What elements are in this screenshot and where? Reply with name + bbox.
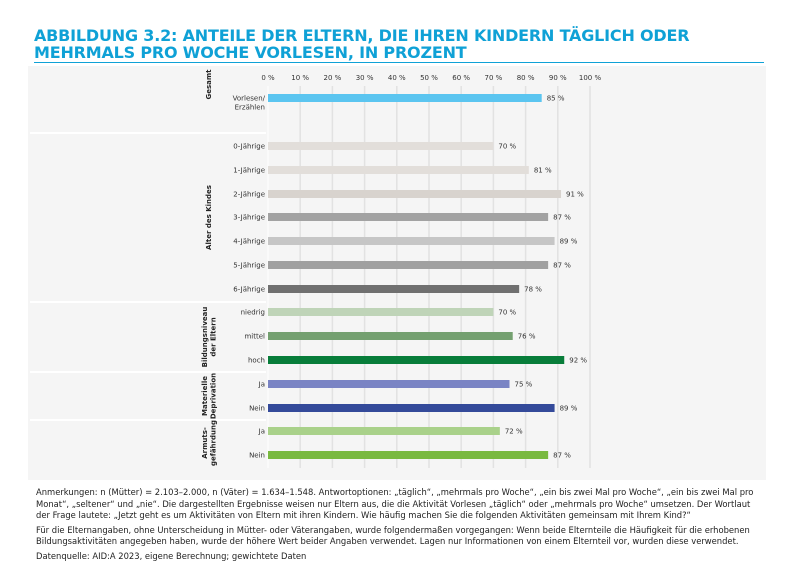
x-tick-label: 10 % [291, 74, 309, 82]
bar-category-label: mittel [244, 333, 265, 341]
bar-value-label: 70 % [498, 309, 516, 317]
bar-category-label: 5-Jährige [233, 262, 265, 270]
bar-value-label: 70 % [498, 143, 516, 151]
bar-category-label: Nein [249, 405, 265, 413]
bar [268, 404, 555, 412]
bar-category-label: 0-Jährige [233, 143, 265, 151]
bar-chart: 0 % 10 % 20 % 30 % 40 % 50 % 60 % 70 % 80 % 90 % 1… [30, 69, 602, 468]
bar-category-label: Erzählen [235, 104, 265, 112]
bar [268, 332, 513, 340]
bar-category-label: 2-Jährige [233, 191, 265, 199]
note-remarks: Anmerkungen: n (Mütter) = 2.103–2.000, n… [36, 487, 754, 520]
bar-value-label: 91 % [566, 191, 584, 199]
group-label: Alter des Kindes [205, 185, 213, 250]
bar-category-label: 3-Jährige [233, 214, 265, 222]
x-tick-label: 80 % [517, 74, 535, 82]
bar-category-label: Ja [258, 381, 265, 389]
bar-value-label: 92 % [569, 357, 587, 365]
group-label: Bildungsniveauder Eltern [201, 307, 218, 368]
bar-category-label: niedrig [241, 309, 265, 317]
bar [268, 308, 494, 316]
group-label: Armuts-gefährdung [201, 420, 218, 466]
bar-value-label: 87 % [553, 262, 571, 270]
x-tick-label: 60 % [452, 74, 470, 82]
bar [268, 166, 529, 174]
bar [268, 356, 565, 364]
bar [268, 237, 555, 245]
x-tick-label: 0 % [261, 74, 275, 82]
x-tick-label: 100 % [579, 74, 602, 82]
title-rule [34, 62, 764, 63]
bar-value-label: 87 % [553, 452, 571, 460]
group-label: Gesamt [205, 69, 213, 100]
bar-value-label: 72 % [505, 428, 523, 436]
notes: Anmerkungen: n (Mütter) = 2.103–2.000, n… [36, 487, 766, 565]
bar-category-label: Ja [258, 428, 265, 436]
bar-value-label: 78 % [524, 286, 542, 294]
bar [268, 190, 562, 198]
bar [268, 213, 549, 221]
bar [268, 142, 494, 150]
x-tick-label: 70 % [485, 74, 503, 82]
x-tick-label: 50 % [420, 74, 438, 82]
bar-category-label: 4-Jährige [233, 238, 265, 246]
bar-category-label: hoch [248, 357, 265, 365]
bar-value-label: 87 % [553, 214, 571, 222]
bar [268, 261, 549, 269]
bar [268, 427, 500, 435]
bar-value-label: 75 % [515, 381, 533, 389]
figure-title: ABBILDUNG 3.2: ANTEILE DER ELTERN, DIE I… [34, 26, 690, 62]
x-tick-label: 40 % [388, 74, 406, 82]
bar-value-label: 81 % [534, 167, 552, 175]
bar-category-label: 6-Jährige [233, 286, 265, 294]
bar [268, 285, 520, 293]
bar [268, 451, 549, 459]
note-method: Für die Elternangaben, ohne Unterscheidu… [36, 524, 750, 547]
bar-value-label: 89 % [560, 238, 578, 246]
bar-category-label: Vorlesen/ [233, 95, 266, 103]
bar [268, 380, 510, 388]
group-label: MaterielleDeprivation [201, 373, 218, 419]
bar [268, 94, 542, 102]
bar-category-label: 1-Jährige [233, 167, 265, 175]
x-tick-label: 30 % [356, 74, 374, 82]
bar-value-label: 76 % [518, 333, 536, 341]
note-source: Datenquelle: AID:A 2023, eigene Berechnu… [36, 550, 307, 561]
x-tick-label: 90 % [549, 74, 567, 82]
chart-panel: 0 % 10 % 20 % 30 % 40 % 50 % 60 % 70 % 80 % 90 % 1… [28, 66, 766, 480]
bar-value-label: 85 % [547, 95, 565, 103]
bar-category-label: Nein [249, 452, 265, 460]
x-tick-label: 20 % [324, 74, 342, 82]
bar-value-label: 89 % [560, 405, 578, 413]
